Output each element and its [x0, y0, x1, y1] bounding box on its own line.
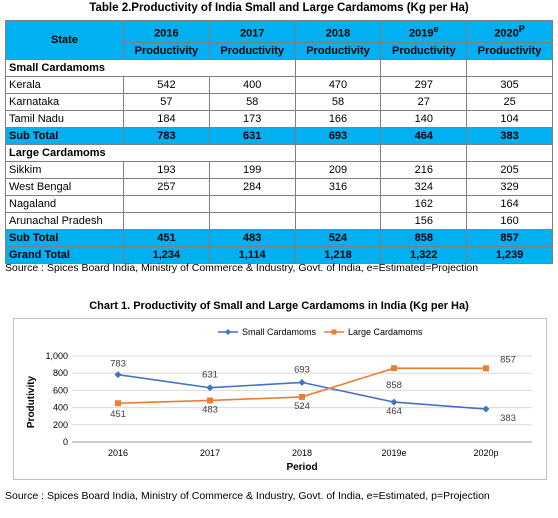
table-source: Source : Spices Board India, Ministry of… [5, 262, 479, 274]
chart-title: Chart 1. Productivity of Small and Large… [89, 300, 469, 312]
legend-label: Large Cardamoms [348, 327, 423, 337]
y-tick-label: 0 [63, 437, 68, 447]
table-cell: 858 [380, 228, 468, 247]
table-cell: 483 [208, 228, 296, 247]
data-label: 451 [110, 409, 126, 420]
legend-label: Small Cardamoms [242, 327, 317, 337]
large-subtotal-row: Sub Total 451 483 524 858 857 [5, 228, 553, 247]
header-row-metric: Productivity Productivity Productivity P… [6, 41, 553, 60]
chart-legend: Small Cardamoms Large Cardamoms [218, 327, 423, 337]
header-year: 2016 [123, 20, 210, 43]
table-cell: 631 [208, 126, 296, 145]
legend-marker [225, 329, 231, 335]
y-tick-label: 600 [53, 385, 68, 395]
header-metric: Productivity [466, 41, 553, 60]
data-point [115, 400, 121, 407]
header-metric: Productivity [380, 41, 468, 60]
y-tick-label: 1,000 [45, 351, 68, 361]
header-year: 2017 [208, 20, 296, 43]
data-point [207, 397, 213, 404]
state-name: West Bengal [5, 177, 124, 196]
x-tick-label: 2017 [200, 448, 220, 458]
table-title: Table 2.Productivity of India Small and … [89, 2, 469, 14]
y-tick-label: 800 [53, 368, 68, 378]
data-label: 383 [500, 413, 516, 424]
chart-frame [13, 318, 547, 480]
subtotal-label: Sub Total [5, 126, 124, 145]
grand-total-row: Grand Total 1,234 1,114 1,218 1,322 1,23… [5, 245, 553, 264]
data-point [206, 384, 214, 392]
header-metric: Productivity [208, 41, 296, 60]
x-axis: 2016 2017 2018 2019e 2020p [108, 448, 499, 458]
data-point [391, 365, 397, 372]
state-name: Karnataka [5, 92, 124, 111]
x-axis-label: Period [286, 462, 317, 473]
table-cell: 400 [208, 75, 296, 94]
y-axis-label: Produtivity [26, 375, 37, 428]
header-year: 2018 [294, 20, 382, 43]
table-cell: 1,234 [123, 245, 210, 264]
series-small-cardamoms: 783 631 693 464 383 [110, 359, 516, 424]
table-cell: 199 [208, 160, 296, 179]
table-cell: 166 [294, 109, 382, 128]
chart-grid [72, 355, 532, 443]
data-point [299, 393, 305, 400]
data-point [298, 378, 306, 386]
series-large-cardamoms: 451 483 524 858 857 [110, 354, 516, 420]
state-name: Tamil Nadu [5, 109, 124, 128]
y-axis: 0 200 400 600 800 1,000 [45, 351, 68, 447]
data-label: 464 [386, 406, 402, 417]
data-label: 483 [202, 404, 218, 415]
data-point [114, 371, 122, 379]
header-metric: Productivity [294, 41, 382, 60]
header-state: State [5, 20, 124, 60]
grand-total-label: Grand Total [5, 245, 124, 264]
section-large-row: Large Cardamoms [5, 143, 553, 162]
state-name: Nagaland [5, 194, 124, 213]
table-row: Sikkim 193 199 209 216 205 [5, 160, 553, 179]
data-label: 631 [202, 370, 218, 381]
data-label: 783 [110, 359, 126, 370]
state-name: Sikkim [5, 160, 124, 179]
table-row: West Bengal 257 284 316 324 329 [5, 177, 553, 196]
data-label: 524 [294, 401, 310, 412]
table-cell: 451 [123, 228, 210, 247]
data-label: 693 [294, 364, 310, 375]
data-point [482, 405, 490, 413]
table-cell: 693 [294, 126, 382, 145]
table-cell: 464 [380, 126, 468, 145]
chart-source: Source : Spices Board India, Ministry of… [5, 490, 490, 502]
x-tick-label: 2019e [381, 448, 406, 458]
header-year: 2019e [380, 20, 468, 43]
header-metric: Productivity [123, 41, 210, 60]
chart-series: 783 631 693 464 383 451 483 524 858 857 [110, 354, 516, 424]
subtotal-label: Sub Total [5, 228, 124, 247]
data-label: 857 [500, 354, 516, 365]
table-cell: 1,114 [208, 245, 296, 264]
x-tick-label: 2020p [473, 448, 498, 458]
table-row: Tamil Nadu 184 173 166 140 104 [5, 109, 553, 128]
y-tick-label: 200 [53, 420, 68, 430]
productivity-table: State 2016 2017 2018 2019e 2020P Product… [5, 20, 553, 264]
table-cell: 162 [380, 194, 468, 213]
data-point [483, 365, 489, 372]
x-tick-label: 2018 [292, 448, 312, 458]
table-cell: 1,218 [294, 245, 382, 264]
table-cell: 1,239 [466, 245, 553, 264]
table-cell: 524 [294, 228, 382, 247]
data-label: 858 [386, 380, 402, 391]
table-cell: 173 [208, 109, 296, 128]
legend-marker [331, 329, 337, 335]
section-large-label: Large Cardamoms [5, 143, 296, 162]
data-point [390, 398, 398, 406]
y-tick-label: 400 [53, 403, 68, 413]
x-tick-label: 2016 [108, 448, 128, 458]
